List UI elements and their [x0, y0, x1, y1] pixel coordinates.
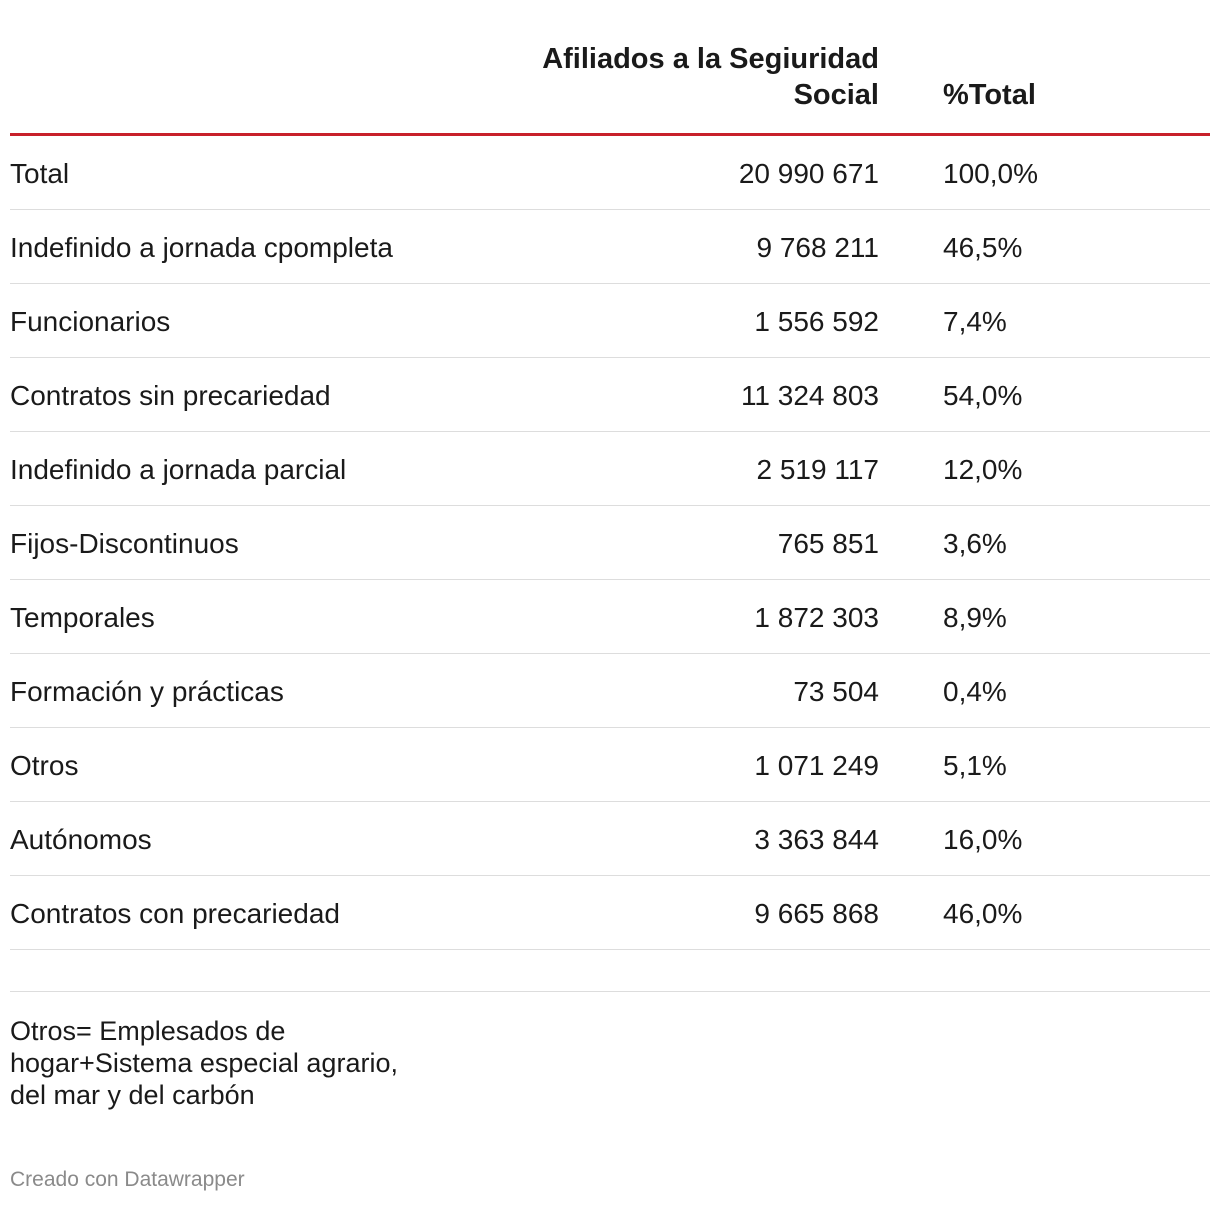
row-pct: 16,0% — [943, 824, 1023, 855]
row-label: Indefinido a jornada parcial — [10, 454, 347, 485]
row-pct: 5,1% — [943, 750, 1007, 781]
footnote: Otros= Emplesados de hogar+Sistema espec… — [10, 1016, 398, 1110]
row-label: Total — [10, 158, 70, 189]
row-value: 1 556 592 — [754, 306, 879, 337]
row-label: Indefinido a jornada cpompleta — [10, 232, 393, 263]
row-value: 1 872 303 — [754, 602, 879, 633]
table-body: Total 20 990 671 100,0% Indefinido a jornad… — [10, 136, 1210, 950]
row-pct: 46,5% — [943, 232, 1023, 263]
row-value: 20 990 671 — [738, 158, 879, 189]
row-value: 1 071 249 — [754, 750, 879, 781]
row-label: Temporales — [10, 602, 155, 633]
table-row: Otros 1 071 249 5,1% — [10, 728, 1210, 802]
row-value: 73 504 — [793, 676, 879, 707]
table-row: Funcionarios 1 556 592 7,4% — [10, 284, 1210, 358]
data-table: Afiliados a la Segiuridad Social %Total … — [10, 0, 1210, 992]
row-value: 765 851 — [777, 528, 879, 559]
row-value: 9 768 211 — [756, 232, 880, 263]
row-value: 2 519 117 — [756, 454, 880, 485]
table-row: Contratos con precariedad 9 665 868 46,0% — [10, 876, 1210, 950]
row-label: Fijos-Discontinuos — [10, 528, 239, 559]
row-label: Formación y prácticas — [10, 676, 284, 707]
row-value: 9 665 868 — [754, 898, 879, 929]
row-pct: 46,0% — [943, 898, 1023, 929]
table-row: Formación y prácticas 73 504 0,4% — [10, 654, 1210, 728]
row-pct: 100,0% — [943, 158, 1038, 189]
row-pct: 8,9% — [943, 602, 1007, 633]
row-pct: 54,0% — [943, 380, 1023, 411]
table-row: Fijos-Discontinuos 765 851 3,6% — [10, 506, 1210, 580]
datawrapper-credit[interactable]: Creado con Datawrapper — [10, 1168, 245, 1191]
row-pct: 12,0% — [943, 454, 1023, 485]
table-header: Afiliados a la Segiuridad Social %Total — [10, 0, 1210, 136]
row-value: 11 324 803 — [740, 380, 879, 411]
row-label: Autónomos — [10, 824, 152, 855]
table-row: Indefinido a jornada parcial 2 519 117 12,… — [10, 432, 1210, 506]
table-row: Contratos sin precariedad 11 324 803 54,0% — [10, 358, 1210, 432]
row-label: Otros — [10, 750, 79, 781]
table-row: Indefinido a jornada cpompleta 9 768 211 4… — [10, 210, 1210, 284]
table-row: Autónomos 3 363 844 16,0% — [10, 802, 1210, 876]
row-value: 3 363 844 — [754, 824, 879, 855]
table-row: Total 20 990 671 100,0% — [10, 136, 1210, 210]
table-footer-rule — [10, 950, 1210, 992]
header-pct-total[interactable]: %Total — [943, 79, 1036, 111]
row-pct: 7,4% — [943, 306, 1007, 337]
header-afiliados[interactable]: Afiliados a la Segiuridad Social — [542, 43, 879, 111]
row-label: Contratos con precariedad — [10, 898, 340, 929]
table-row: Temporales 1 872 303 8,9% — [10, 580, 1210, 654]
row-pct: 3,6% — [943, 528, 1007, 559]
row-label: Contratos sin precariedad — [10, 380, 331, 411]
row-pct: 0,4% — [943, 676, 1007, 707]
row-label: Funcionarios — [10, 306, 171, 337]
